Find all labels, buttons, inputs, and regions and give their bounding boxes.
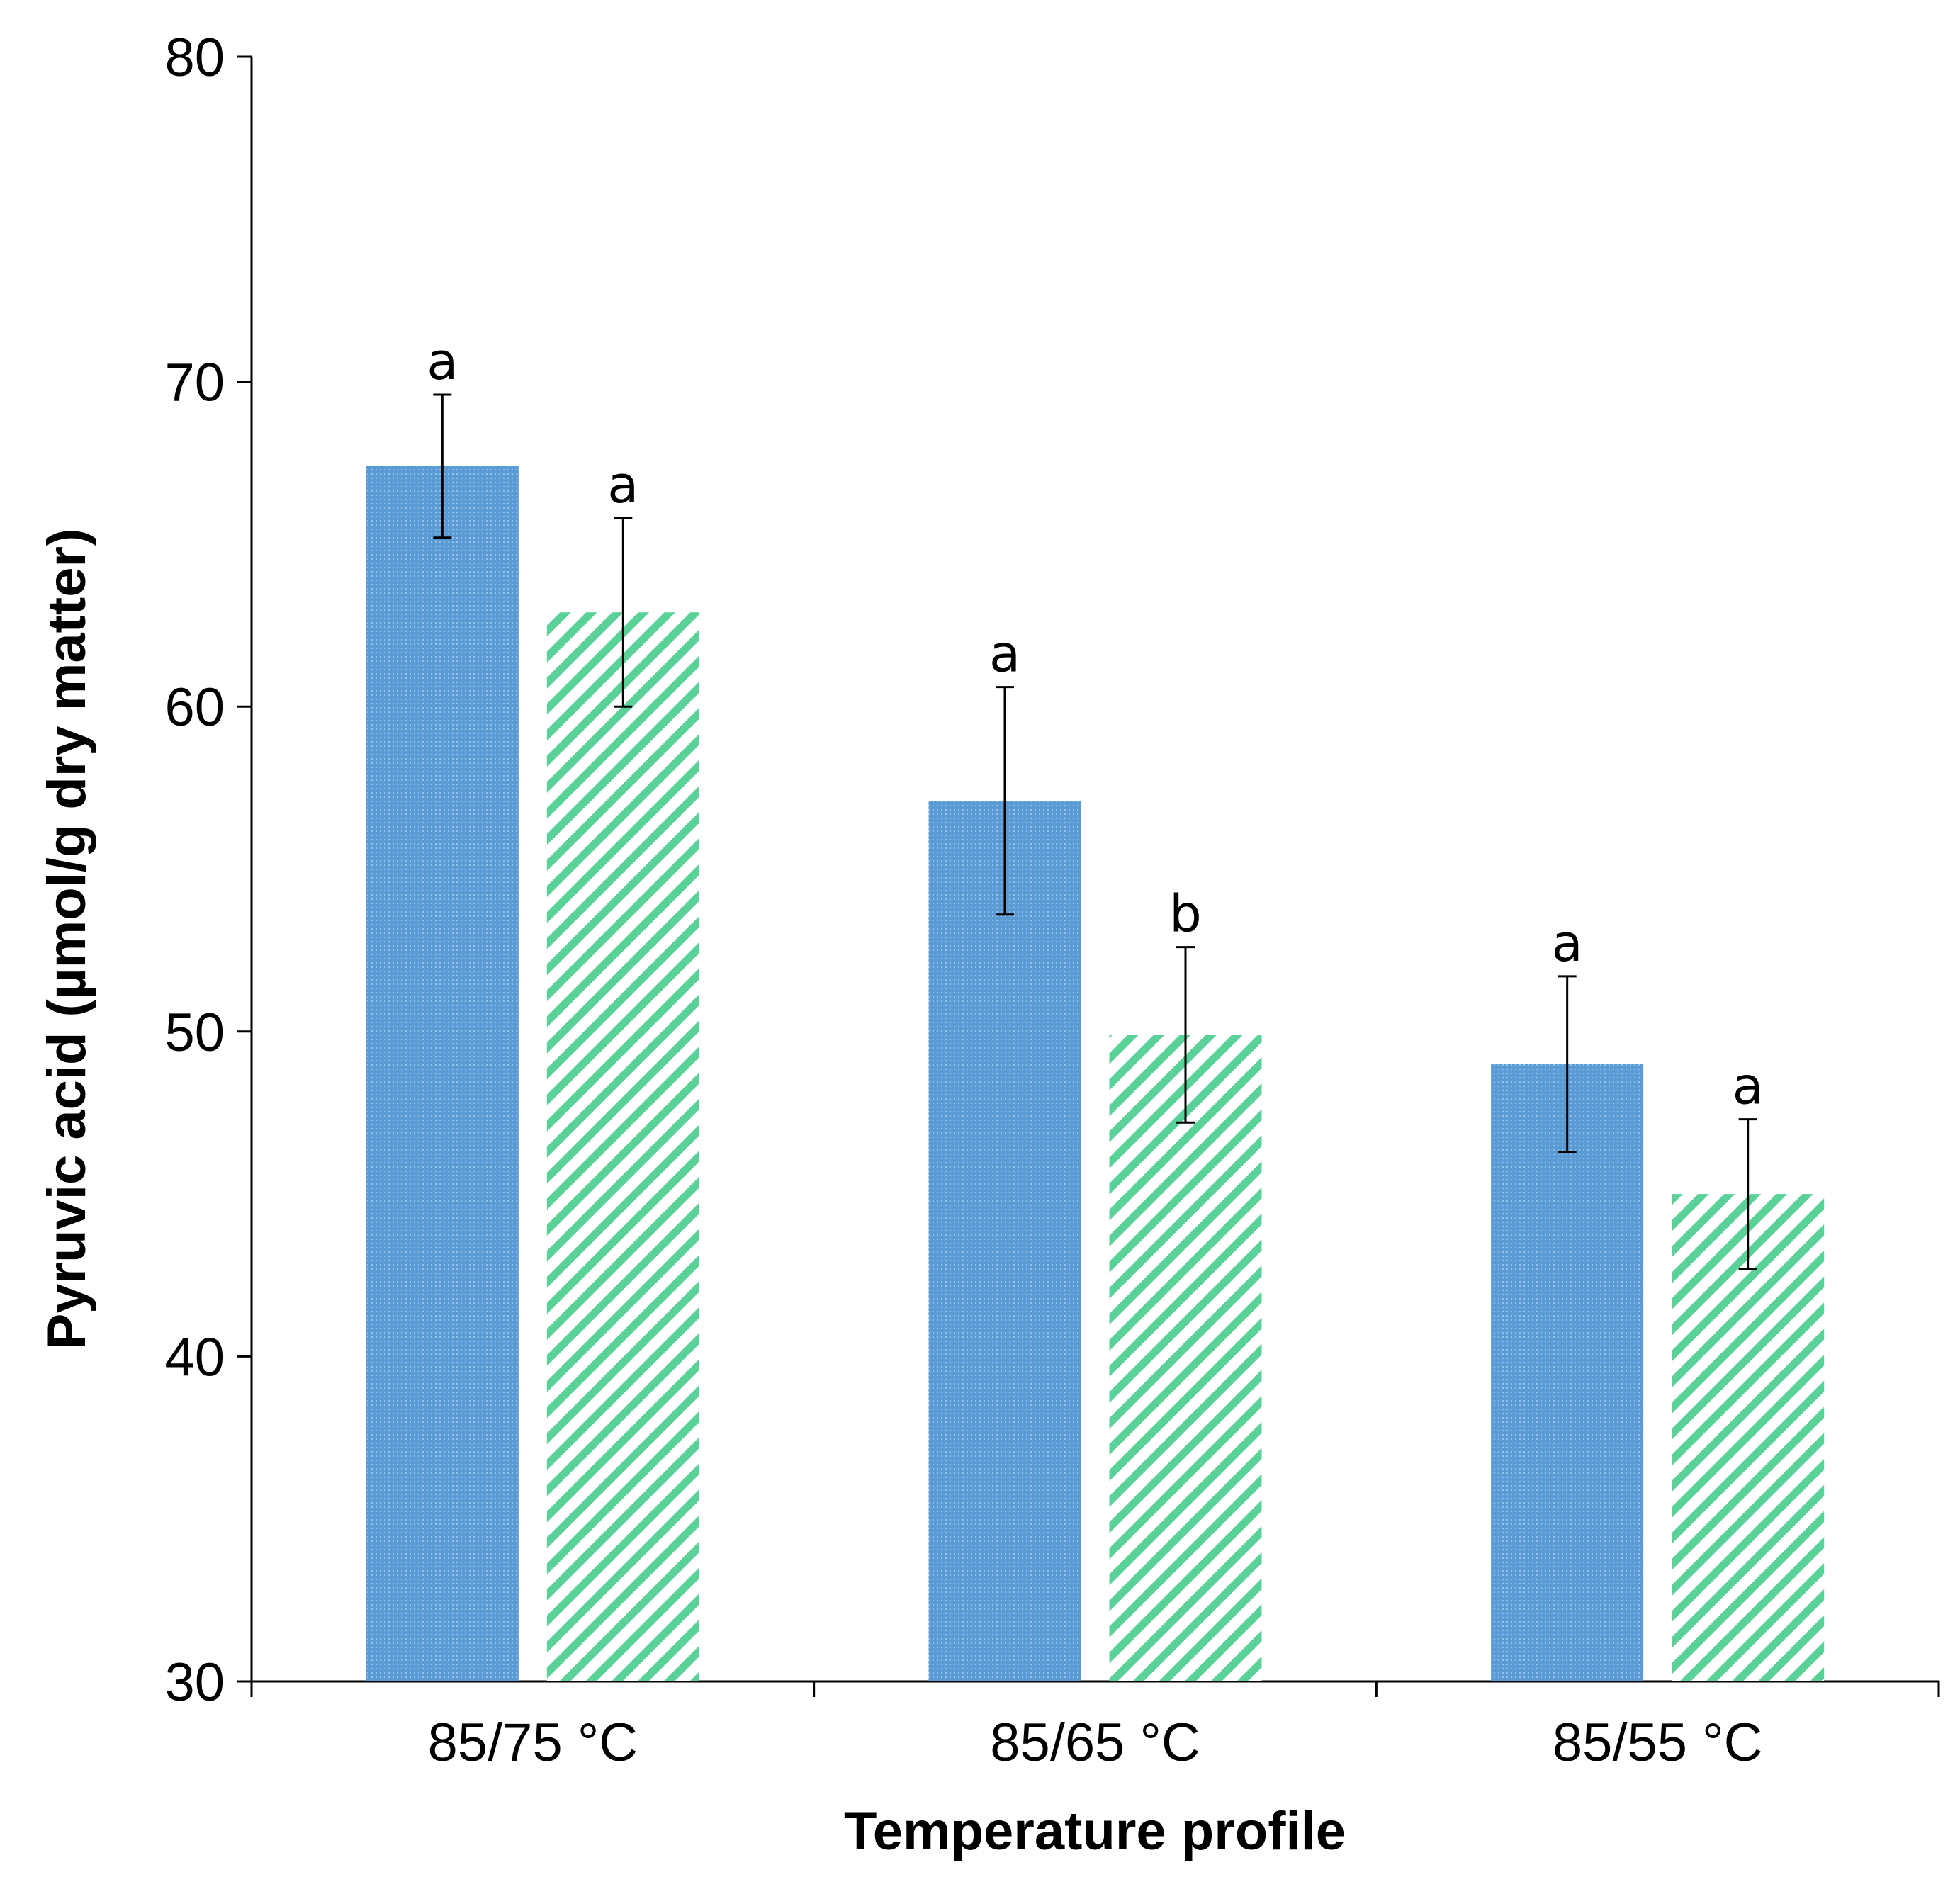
y-tick-label: 60 — [164, 677, 225, 738]
significance-labels: a a a b a a — [427, 332, 1763, 1116]
significance-label: a — [427, 332, 458, 391]
y-tick-label: 30 — [164, 1652, 225, 1713]
y-tick-label: 50 — [164, 1003, 225, 1063]
x-ticks — [250, 1681, 1940, 1697]
y-tick-label: 70 — [164, 353, 225, 413]
x-tick-label: 85/65 °C — [990, 1713, 1200, 1773]
x-axis-title: Temperature profile — [844, 1801, 1346, 1861]
bar — [546, 612, 699, 1681]
bar — [1672, 1194, 1825, 1681]
significance-label: a — [1552, 913, 1583, 973]
bar — [1109, 1035, 1262, 1681]
bar — [1491, 1064, 1644, 1681]
error-bars — [433, 393, 1757, 1270]
significance-label: a — [1733, 1056, 1764, 1116]
y-tick-label: 80 — [164, 28, 225, 88]
bars — [366, 466, 1825, 1682]
y-ticks: 30 40 50 60 70 80 — [164, 28, 252, 1713]
y-tick-label: 40 — [164, 1327, 225, 1387]
y-axis-title: Pyruvic acid (µmol/g dry matter) — [37, 529, 97, 1350]
bar — [928, 801, 1081, 1681]
significance-label: b — [1169, 884, 1202, 944]
category-labels: 85/75 °C 85/65 °C 85/55 °C — [428, 1713, 1763, 1773]
bar — [366, 466, 519, 1682]
x-tick-label: 85/75 °C — [428, 1713, 638, 1773]
significance-label: a — [607, 455, 638, 514]
significance-label: a — [989, 624, 1020, 684]
x-tick-label: 85/55 °C — [1553, 1713, 1763, 1773]
